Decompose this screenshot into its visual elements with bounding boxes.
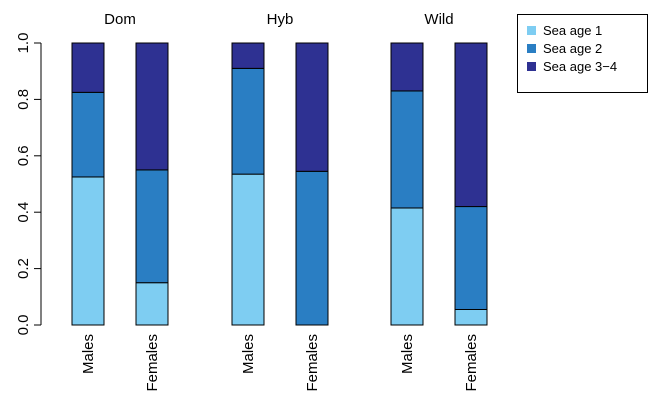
category-label-hyb-males: Males [240,334,257,374]
legend-swatch-sea-age-1 [527,25,536,35]
category-label-hyb-females: Females [304,334,321,392]
legend-swatch-sea-age-3-4 [527,61,536,71]
bar-wild-females-seg-1 [454,308,488,326]
bar-hyb-females-seg-3 [295,42,329,172]
category-label-wild-females: Females [463,334,480,392]
bar-hyb-males-seg-1 [231,173,265,326]
bar-wild-males-seg-1 [390,207,424,326]
bar-hyb-males-seg-3 [231,42,265,69]
y-tick-label: 1.0 [15,33,32,54]
y-axis [34,42,42,326]
bar-dom-males-seg-3 [71,42,105,93]
group-title-dom: Dom [104,11,136,28]
y-tick-label: 0.2 [15,258,32,279]
bar-wild-females-seg-2 [454,206,488,310]
bar-wild-females-seg-3 [454,42,488,208]
bar-hyb-males-seg-2 [231,67,265,175]
y-tick-label: 0.4 [15,202,32,223]
bar-dom-females-seg-2 [135,169,169,284]
legend: Sea age 1 Sea age 2 Sea age 3−4 [517,14,648,93]
bar-dom-females-seg-1 [135,282,169,326]
bar-hyb-females-seg-2 [295,170,329,326]
legend-item-sea-age-3-4: Sea age 3−4 [527,58,617,74]
category-label-dom-males: Males [80,334,97,374]
y-tick-label: 0.6 [15,145,32,166]
category-label-dom-females: Females [144,334,161,392]
legend-item-sea-age-2: Sea age 2 [527,40,602,56]
bar-wild-males-seg-3 [390,42,424,92]
legend-item-sea-age-1: Sea age 1 [527,22,602,38]
bar-wild-males-seg-2 [390,90,424,209]
legend-label-sea-age-2: Sea age 2 [543,40,603,56]
bar-dom-males-seg-2 [71,91,105,178]
bars [71,42,488,326]
legend-label-sea-age-3-4: Sea age 3−4 [543,58,618,74]
bar-dom-females-seg-3 [135,42,169,171]
group-title-wild: Wild [424,11,453,28]
bar-dom-males-seg-1 [71,176,105,326]
labels: 0.0 0.2 0.4 0.6 0.8 1.0 Males Females Dom Males Fe… [15,11,480,392]
group-title-hyb: Hyb [267,11,294,28]
y-tick-label: 0.8 [15,89,32,110]
category-label-wild-males: Males [399,334,416,374]
y-tick-label: 0.0 [15,315,32,336]
legend-label-sea-age-1: Sea age 1 [543,22,603,38]
legend-swatch-sea-age-2 [527,43,536,53]
